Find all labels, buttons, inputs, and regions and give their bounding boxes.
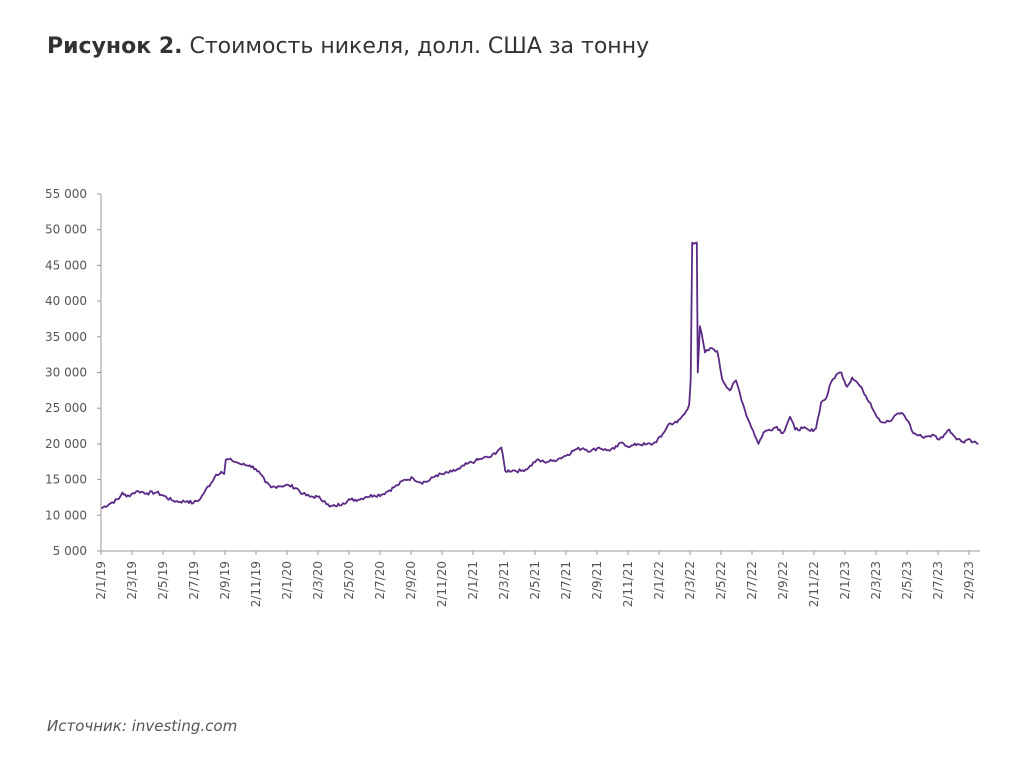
x-tick-label: 2/7/22 [745,561,759,600]
figure-number: Рисунок 2. [47,34,183,59]
x-tick-label: 2/7/23 [931,561,945,600]
y-axis: 5 000 10 000 15 000 20 000 25 000 30 000 35 00… [45,187,102,558]
x-tick-label: 2/1/23 [838,561,852,600]
x-tick-label: 2/11/19 [249,561,263,607]
x-tick-label: 2/5/23 [900,561,914,600]
source-value: investing.com [131,717,238,735]
x-axis: 2/1/19 2/3/19 2/5/19 2/7/19 2/9/19 2/11/19 2/1… [94,550,980,607]
y-tick-label: 30 000 [45,366,87,380]
y-tick-label: 10 000 [45,508,87,522]
x-tick-label: 2/11/21 [621,561,635,607]
x-tick-label: 2/3/19 [125,561,139,600]
series-line [101,241,979,509]
x-tick-label: 2/9/21 [590,561,604,600]
source-note: Источник: investing.com [47,717,237,735]
y-tick-label: 55 000 [45,187,87,201]
x-tick-label: 2/9/20 [404,561,418,600]
x-tick-label: 2/11/22 [807,561,821,607]
x-tick-label: 2/5/22 [714,561,728,600]
x-tick-label: 2/5/21 [528,561,542,600]
y-tick-label: 25 000 [45,401,87,415]
x-tick-label: 2/3/21 [497,561,511,600]
series-layer [101,241,979,509]
source-label: Источник: [47,717,127,735]
x-tick-label: 2/5/19 [156,561,170,600]
x-tick-label: 2/7/20 [373,561,387,600]
x-tick-label: 2/7/21 [559,561,573,600]
y-tick-label: 40 000 [45,294,87,308]
figure-title: Стоимость никеля, долл. США за тонну [189,34,650,59]
x-tick-label: 2/1/22 [652,561,666,600]
x-tick-label: 2/9/23 [962,561,976,600]
chart-title: Рисунок 2. Стоимость никеля, долл. США з… [47,34,649,59]
x-tick-label: 2/1/21 [466,561,480,600]
x-tick-label: 2/3/23 [869,561,883,600]
x-tick-label: 2/1/19 [94,561,108,600]
x-tick-label: 2/3/20 [311,561,325,600]
x-tick-label: 2/5/20 [342,561,356,600]
x-tick-label: 2/3/22 [683,561,697,600]
x-tick-label: 2/7/19 [187,561,201,600]
y-tick-label: 5 000 [53,544,87,558]
x-tick-label: 2/1/20 [280,561,294,600]
x-tick-label: 2/11/20 [435,561,449,607]
x-tick-label: 2/9/22 [776,561,790,600]
y-tick-label: 35 000 [45,330,87,344]
y-tick-label: 15 000 [45,473,87,487]
y-tick-label: 50 000 [45,223,87,237]
y-tick-label: 20 000 [45,437,87,451]
x-tick-label: 2/9/19 [218,561,232,600]
y-tick-label: 45 000 [45,258,87,272]
